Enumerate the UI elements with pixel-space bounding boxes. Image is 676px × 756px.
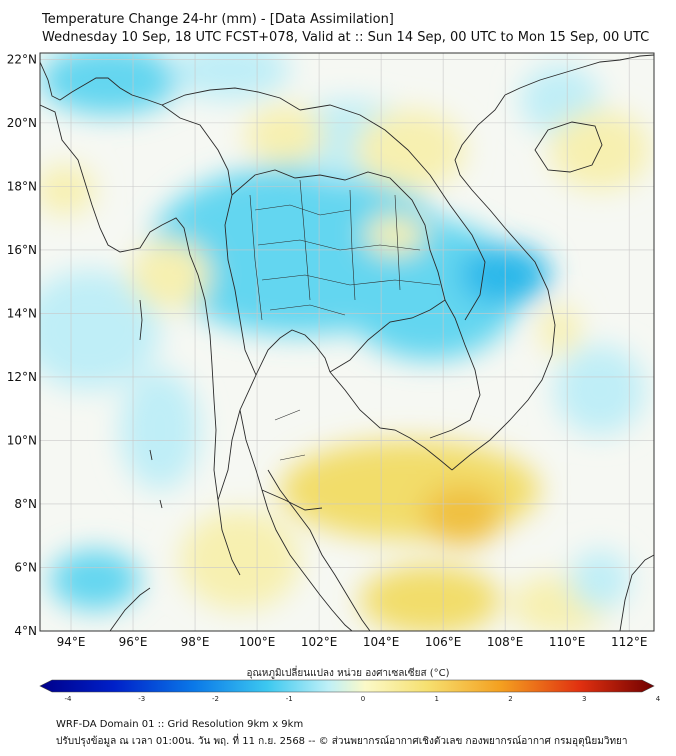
map-title: Temperature Change 24-hr (mm) - [Data As… xyxy=(42,12,394,27)
field-blob xyxy=(40,270,160,390)
field-blob xyxy=(50,550,140,610)
longitude-label: 102°E xyxy=(301,635,338,649)
border-cambodia xyxy=(329,299,481,439)
field-blob xyxy=(540,305,580,355)
temperature-field xyxy=(40,53,654,631)
coastline-malay-peninsula xyxy=(239,409,353,631)
coastline-borneo xyxy=(619,554,654,631)
longitude-label: 100°E xyxy=(239,635,276,649)
colorbar-tick-label: -2 xyxy=(212,695,219,703)
colorbar-tick-label: 3 xyxy=(582,695,586,703)
latitude-label: 10°N xyxy=(7,433,37,447)
colorbar-tick-label: 2 xyxy=(508,695,512,703)
field-blob xyxy=(170,53,290,100)
longitude-label: 96°E xyxy=(119,635,148,649)
colorbar-tick-label: 4 xyxy=(656,695,661,703)
footer-credit: ปรับปรุงข้อมูล ณ เวลา 01:00น. วัน พฤ. ที… xyxy=(56,736,628,747)
coastline-china-south xyxy=(504,54,654,96)
longitude-label: 108°E xyxy=(487,635,524,649)
graticule xyxy=(40,53,654,631)
colorbar-bar xyxy=(39,679,655,693)
field-blob xyxy=(355,110,465,190)
coastline-gulf-of-thailand-east xyxy=(329,371,453,471)
latitude-label: 16°N xyxy=(7,243,37,257)
colorbar-tick-label: 0 xyxy=(361,695,365,703)
latitude-label: 8°N xyxy=(14,497,37,511)
longitude-label: 106°E xyxy=(425,635,462,649)
colorbar-tick-label: -3 xyxy=(138,695,145,703)
latitude-label: 20°N xyxy=(7,116,37,130)
latitude-label: 12°N xyxy=(7,370,37,384)
field-blob xyxy=(365,215,425,255)
latitude-label: 6°N xyxy=(14,560,37,574)
colorbar-tick-label: 1 xyxy=(435,695,439,703)
colorbar-title: อุณหภูมิเปลี่ยนแปลง หน่วย องศาเซลเซียส (… xyxy=(246,665,449,679)
coastline-myanmar-west xyxy=(40,104,241,576)
field-blob xyxy=(120,370,200,490)
latitude-label: 22°N xyxy=(7,52,37,66)
island-nicobar xyxy=(149,449,163,509)
longitude-label: 112°E xyxy=(611,635,648,649)
longitude-labels: 94°E 96°E 98°E 100°E 102°E 104°E 106°E 108°E 110… xyxy=(57,635,648,649)
colorbar-tick-label: -4 xyxy=(65,695,73,703)
coastline-sumatra xyxy=(109,587,151,631)
border-laos-vietnam xyxy=(299,104,486,321)
latitude-label: 18°N xyxy=(7,179,37,193)
coastline-myanmar-north xyxy=(40,61,163,106)
longitude-label: 104°E xyxy=(363,635,400,649)
border-laos-thailand xyxy=(231,169,446,301)
longitude-label: 98°E xyxy=(181,635,210,649)
coastline-vietnam xyxy=(451,94,556,471)
border-thailand-malaysia xyxy=(261,489,323,511)
longitude-label: 110°E xyxy=(549,635,586,649)
field-blob xyxy=(360,565,500,631)
field-blob xyxy=(130,240,210,310)
latitude-labels: 22°N 20°N 18°N 16°N 14°N 12°N 10°N 8°N 6°N 4°N xyxy=(7,52,37,638)
coastline-malay-east xyxy=(267,469,371,631)
border-thailand-myanmar xyxy=(161,104,257,376)
field-blobs xyxy=(40,53,650,631)
map-subtitle: Wednesday 10 Sep, 18 UTC FCST+078, Valid… xyxy=(42,30,650,45)
field-blob xyxy=(570,550,630,610)
map-frame xyxy=(39,52,655,632)
field-blob xyxy=(555,345,645,435)
coastline-hainan xyxy=(534,121,603,173)
field-blob xyxy=(422,485,502,545)
field-blob xyxy=(180,510,300,610)
latitude-label: 14°N xyxy=(7,306,37,320)
island-andaman xyxy=(139,299,143,341)
border-myanmar-china xyxy=(161,87,301,111)
coastlines-borders xyxy=(40,54,654,631)
field-blob xyxy=(245,105,325,165)
footer-model-info: WRF-DA Domain 01 :: Grid Resolution 9km … xyxy=(56,719,304,730)
coastline-gulf-of-thailand-west xyxy=(217,329,331,501)
province-lines xyxy=(249,179,441,461)
field-blob xyxy=(40,165,95,215)
longitude-label: 94°E xyxy=(57,635,86,649)
latitude-label: 4°N xyxy=(14,624,37,638)
colorbar: อุณหภูมิเปลี่ยนแปลง หน่วย องศาเซลเซียส (… xyxy=(39,665,661,703)
colorbar-ticks: -4 -3 -2 -1 0 1 2 3 4 xyxy=(65,695,661,703)
colorbar-tick-label: -1 xyxy=(286,695,293,703)
